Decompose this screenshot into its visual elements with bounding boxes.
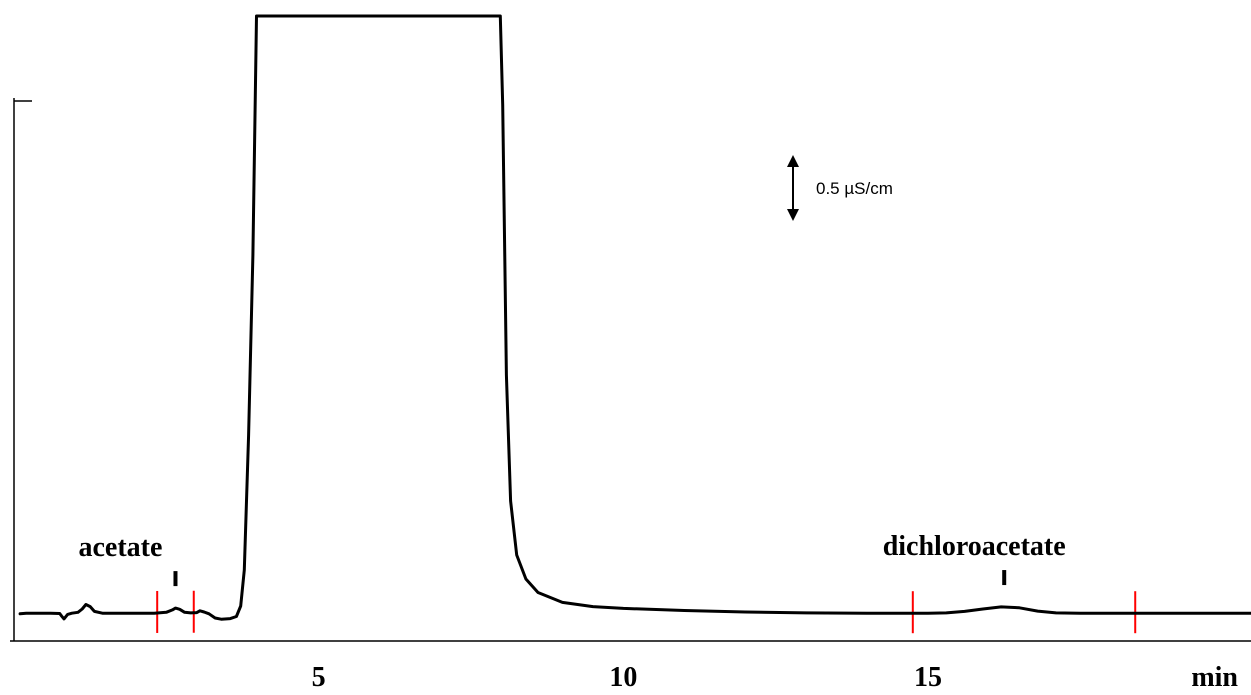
x-tick-label: 15 (914, 662, 942, 693)
scale-bar-arrowhead-top (787, 155, 799, 167)
chromatogram-trace (18, 14, 1251, 621)
peak-label: dichloroacetate (883, 531, 1066, 562)
peak-label: acetate (79, 532, 163, 563)
scale-bar: 0.5 µS/cm (787, 155, 893, 221)
scale-bar-label: 0.5 µS/cm (816, 179, 893, 198)
x-tick-label: 10 (609, 662, 637, 693)
x-tick-labels: 5 10 15 (312, 662, 942, 693)
x-axis-unit-label: min (1191, 662, 1238, 693)
axes (10, 98, 1251, 642)
integration-ticks (156, 590, 1137, 634)
peak-labels: acetate dichloroacetate (79, 531, 1066, 587)
x-tick-label: 5 (312, 662, 326, 693)
scale-bar-arrowhead-bottom (787, 209, 799, 221)
